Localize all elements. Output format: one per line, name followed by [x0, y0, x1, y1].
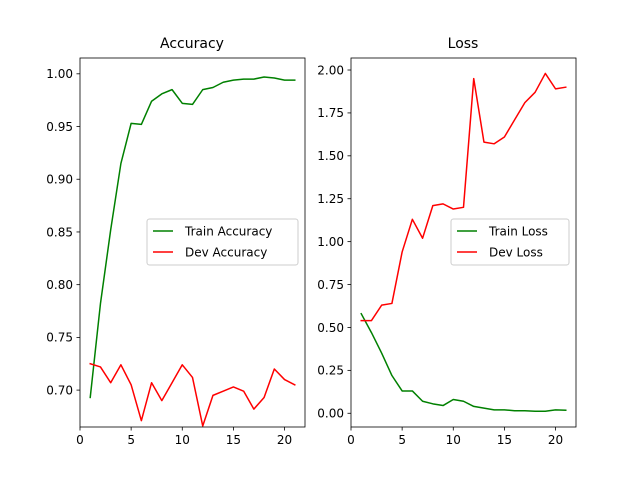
loss-y-tick-label: 1.00	[317, 235, 344, 249]
loss-series-line-dev-loss	[360, 72, 567, 322]
loss-y-tick-label: 0.75	[317, 278, 344, 292]
accuracy-y-tick-label: 1.00	[46, 67, 73, 81]
accuracy-x-tick-label: 15	[226, 433, 241, 447]
accuracy-legend-box	[146, 218, 299, 266]
loss-y-tick-label: 0.50	[317, 321, 344, 335]
loss-title: Loss	[448, 36, 479, 52]
accuracy-panel: Accuracy 0 5 10 15 20 0.70 0.75 0.80 0.85 0.90 0.9…	[46, 36, 306, 447]
loss-legend-label: Train Loss	[488, 224, 548, 238]
accuracy-legend-label: Train Accuracy	[184, 224, 272, 238]
accuracy-y-tick-label: 0.80	[46, 278, 73, 292]
loss-x-tick-label: 5	[398, 433, 406, 447]
loss-y-tick-label: 2.00	[317, 63, 344, 77]
loss-y-tick-label: 0.00	[317, 407, 344, 421]
loss-legend: Train Loss Dev Loss	[450, 218, 570, 266]
accuracy-y-tick-label: 0.90	[46, 173, 73, 187]
accuracy-title: Accuracy	[160, 36, 224, 52]
loss-plot-area: 0 5 10 15 20 0.00 0.25 0.50 0.75 1.00 1.25 1.50 1.75…	[317, 57, 577, 447]
accuracy-legend: Train Accuracy Dev Accuracy	[146, 218, 299, 266]
loss-x-tick-label: 0	[347, 433, 355, 447]
loss-y-tick-label: 0.25	[317, 364, 344, 378]
loss-x-tick-label: 10	[446, 433, 461, 447]
accuracy-x-tick-label: 0	[76, 433, 84, 447]
loss-axes-frame	[350, 57, 577, 428]
loss-y-tick-label: 1.25	[317, 192, 344, 206]
accuracy-legend-label: Dev Accuracy	[185, 245, 267, 259]
loss-panel: Loss 0 5 10 15 20 0.00 0.25 0.50 0.75 1.00 1.25 1.5…	[317, 36, 577, 447]
accuracy-series-line-train-accuracy	[89, 76, 296, 399]
loss-x-tick-label: 15	[497, 433, 512, 447]
loss-y-tick-label: 1.50	[317, 149, 344, 163]
accuracy-plot-area: 0 5 10 15 20 0.70 0.75 0.80 0.85 0.90 0.95 1.00	[46, 57, 306, 447]
accuracy-axes-frame	[79, 57, 306, 428]
loss-series-line-train-loss	[360, 312, 567, 412]
accuracy-x-tick-label: 20	[277, 433, 292, 447]
accuracy-series-line-dev-accuracy	[89, 362, 296, 427]
accuracy-y-tick-label: 0.70	[46, 383, 73, 397]
loss-y-tick-label: 1.75	[317, 106, 344, 120]
loss-x-tick-label: 20	[548, 433, 563, 447]
accuracy-y-tick-label: 0.95	[46, 120, 73, 134]
loss-legend-label: Dev Loss	[489, 245, 543, 259]
accuracy-x-tick-label: 10	[175, 433, 190, 447]
loss-legend-box	[450, 218, 570, 266]
accuracy-y-tick-label: 0.75	[46, 331, 73, 345]
accuracy-x-tick-label: 5	[127, 433, 135, 447]
accuracy-y-tick-label: 0.85	[46, 225, 73, 239]
